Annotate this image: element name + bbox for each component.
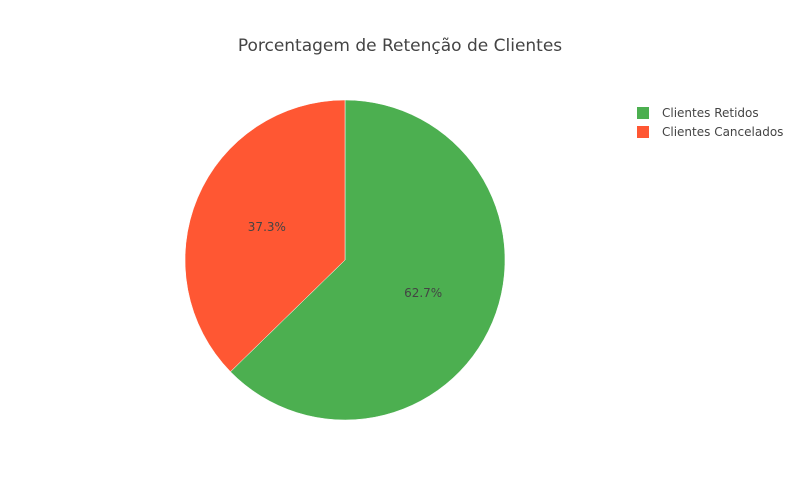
legend-label: Clientes Cancelados — [662, 125, 783, 139]
chart-legend: Clientes Retidos Clientes Cancelados — [637, 106, 783, 139]
pie-slice-label: 37.3% — [248, 220, 286, 234]
pie-slices — [184, 99, 506, 421]
legend-swatch — [637, 107, 649, 119]
legend-item[interactable]: Clientes Cancelados — [637, 125, 783, 139]
pie-slice-clientes-cancelados[interactable] — [184, 99, 346, 373]
pie-slice-labels: 62.7% 37.3% — [248, 220, 442, 300]
pie-slice-label: 62.7% — [404, 286, 442, 300]
legend-item[interactable]: Clientes Retidos — [637, 106, 759, 120]
legend-swatch — [637, 126, 649, 138]
pie-slice-clientes-retidos[interactable] — [230, 99, 506, 421]
chart-title: Porcentagem de Retenção de Clientes — [238, 36, 562, 56]
legend-label: Clientes Retidos — [662, 106, 759, 120]
